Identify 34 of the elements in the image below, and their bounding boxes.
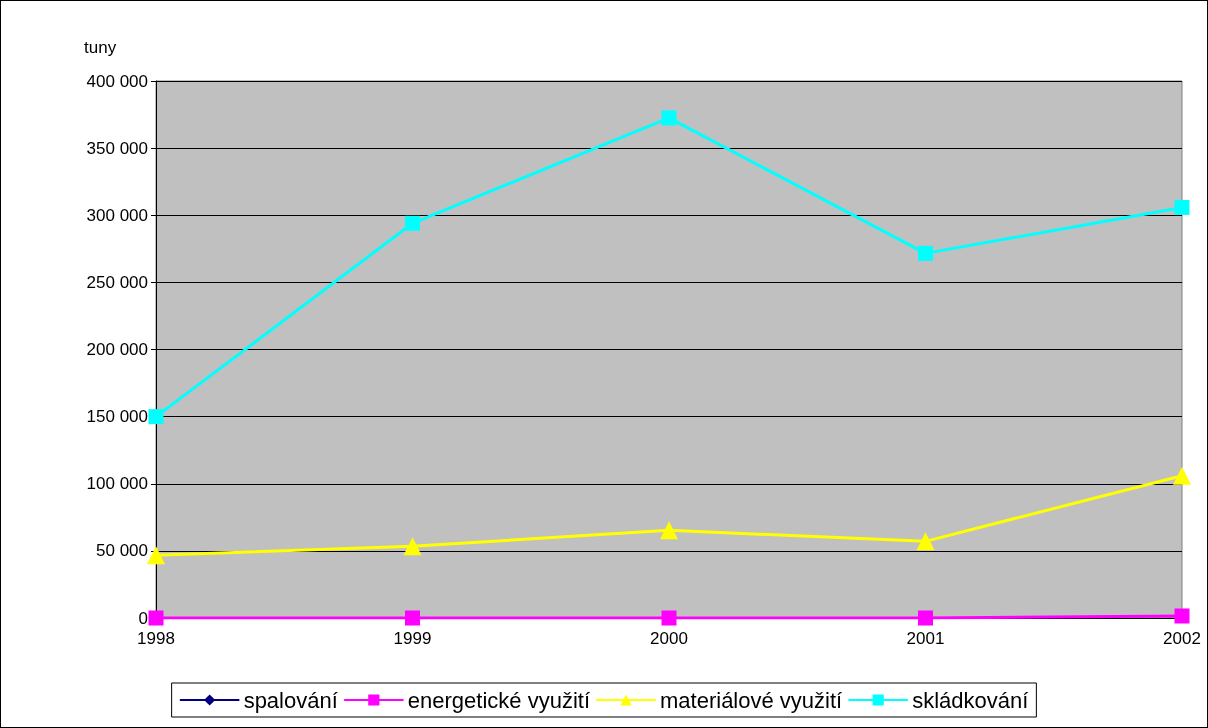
point [405, 610, 420, 626]
y-tick-label: 0 [138, 608, 148, 628]
legend-label: skládkování [912, 687, 1029, 713]
point [1174, 199, 1190, 215]
point [148, 610, 164, 626]
point [661, 610, 677, 626]
y-axis-title: tuny [84, 38, 117, 57]
legend-label: energetické využití [407, 687, 591, 713]
point [661, 110, 677, 126]
legend-label: materiálové využití [660, 687, 843, 713]
y-tick-label: 50 000 [96, 541, 148, 561]
x-tick-label: 1999 [393, 629, 432, 648]
y-tick-label: 100 000 [86, 474, 148, 494]
point [148, 409, 164, 425]
point [1173, 466, 1191, 485]
point [918, 245, 933, 261]
point [147, 546, 165, 565]
point [403, 537, 422, 556]
x-tick-label: 2000 [650, 629, 688, 648]
x-tick-label: 2002 [1163, 629, 1201, 648]
x-tick-label: 2001 [906, 629, 945, 648]
point [1174, 608, 1190, 624]
x-tick-label: 1998 [137, 629, 175, 648]
y-tick-label: 250 000 [86, 272, 148, 292]
point [918, 610, 933, 626]
y-tick-label: 150 000 [86, 407, 148, 427]
point [405, 215, 420, 231]
point [660, 521, 678, 540]
point [916, 532, 935, 551]
legend-label: spalování [243, 687, 338, 713]
y-tick-label: 400 000 [86, 71, 148, 91]
y-tick-label: 350 000 [86, 138, 148, 158]
y-tick-label: 300 000 [86, 205, 148, 225]
y-tick-label: 200 000 [86, 340, 148, 359]
